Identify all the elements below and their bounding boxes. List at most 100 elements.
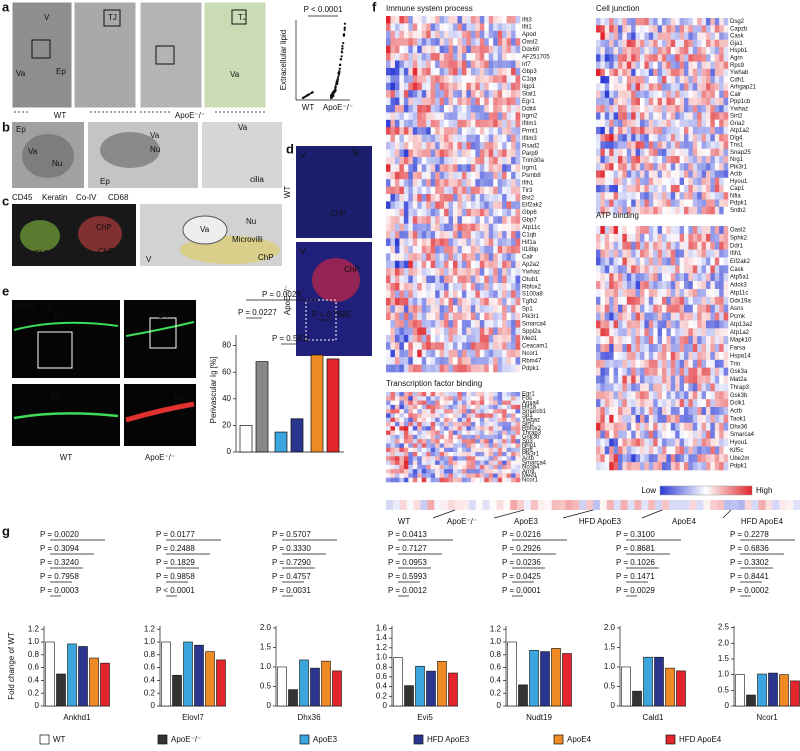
heatmap-cell — [417, 245, 423, 254]
heatmap-cell — [648, 83, 654, 91]
heatmap-cell — [435, 456, 440, 461]
heatmap-cell — [421, 404, 427, 410]
heatmap-cell — [710, 454, 716, 463]
heatmap-cell — [723, 462, 729, 471]
heatmap-cell — [408, 119, 414, 128]
heatmap-cell — [596, 148, 601, 157]
heatmap-cell — [448, 142, 454, 150]
gene-label: Ddx19a — [730, 298, 751, 304]
heatmap-cell — [444, 171, 449, 180]
heatmap-cell — [666, 367, 672, 376]
heatmap-cell — [497, 127, 503, 135]
heatmap-cell — [662, 61, 667, 70]
heatmap-cell — [613, 105, 619, 113]
heatmap-cell — [635, 399, 641, 408]
heatmap-cell — [635, 328, 641, 337]
heatmap-cell — [412, 413, 418, 419]
heatmap-cell — [426, 364, 431, 373]
heatmap-cell — [604, 446, 610, 455]
heatmap-cell — [506, 67, 512, 76]
heatmap-cell — [502, 216, 507, 224]
heatmap-cell — [701, 367, 707, 376]
heatmap-cell — [408, 105, 414, 113]
heatmap-cell — [609, 320, 614, 329]
heatmap-cell — [662, 257, 667, 266]
heatmap-cell — [640, 328, 645, 337]
gene-label: Pcmk — [730, 314, 746, 320]
heatmap-cell — [618, 288, 623, 298]
heatmap-cell — [390, 364, 396, 373]
heatmap-cell — [622, 76, 628, 84]
image-label: V — [146, 255, 152, 264]
dot — [343, 28, 346, 32]
heatmap-cell — [435, 216, 440, 224]
heatmap-cell — [493, 364, 498, 373]
heatmap-cell — [430, 327, 436, 336]
heatmap-cell — [399, 443, 405, 449]
heatmap-cell — [640, 18, 645, 26]
heatmap-cell — [511, 473, 516, 479]
heatmap-cell — [408, 400, 414, 406]
heatmap-cell — [692, 47, 698, 55]
heatmap-cell — [386, 38, 391, 46]
heatmap-cell — [403, 404, 409, 410]
heatmap-cell — [502, 231, 507, 239]
heatmap-cell — [653, 192, 658, 200]
heatmap-cell — [502, 208, 507, 217]
heatmap-cell — [622, 438, 628, 447]
heatmap-cell — [640, 312, 645, 321]
heatmap-cell — [697, 351, 702, 361]
heatmap-cell — [511, 334, 516, 343]
heatmap-cell — [390, 464, 396, 470]
heatmap-cell — [635, 414, 641, 424]
heatmap-cell — [453, 105, 458, 113]
heatmap-cell — [475, 460, 481, 466]
heatmap-cell — [390, 75, 396, 84]
annotation: P = 0.0029 — [262, 290, 301, 299]
heatmap-cell — [493, 119, 498, 128]
heatmap-cell — [497, 60, 503, 69]
heatmap-cell — [662, 170, 667, 179]
group-strip-cell — [586, 500, 594, 510]
heatmap-cell — [412, 297, 418, 306]
heatmap-cell — [609, 90, 614, 99]
heatmap-cell — [412, 245, 418, 254]
heatmap-cell — [421, 194, 427, 202]
heatmap-cell — [497, 23, 503, 32]
heatmap-cell — [706, 206, 711, 215]
heatmap-cell — [679, 134, 685, 142]
heatmap-cell — [426, 426, 431, 431]
heatmap-cell — [430, 23, 436, 32]
heatmap-cell — [457, 283, 463, 291]
heatmap-cell — [684, 170, 689, 179]
bar — [321, 660, 331, 707]
group-strip-cell — [434, 500, 442, 510]
heatmap-cell — [631, 328, 636, 337]
heatmap-cell — [497, 364, 503, 373]
heatmap-title: ATP binding — [596, 211, 639, 220]
heatmap-cell — [596, 430, 601, 439]
heatmap-cell — [453, 422, 458, 427]
heatmap-cell — [457, 16, 463, 24]
heatmap-cell — [635, 430, 641, 439]
heatmap-cell — [706, 336, 711, 345]
annotation: P = 0.3302 — [730, 558, 769, 567]
heatmap-cell — [448, 179, 454, 187]
heatmap-cell — [714, 68, 720, 77]
heatmap-cell — [657, 32, 663, 41]
heatmap-cell — [457, 119, 463, 128]
bar — [768, 672, 778, 707]
heatmap-cell — [622, 351, 628, 361]
heatmap-cell — [604, 344, 610, 353]
heatmap-cell — [622, 141, 628, 149]
heatmap-cell — [631, 312, 636, 321]
group-label: ApoE4 — [672, 517, 697, 526]
heatmap-cell — [394, 443, 400, 449]
heatmap-cell — [488, 164, 494, 173]
heatmap-cell — [426, 439, 431, 444]
heatmap-cell — [618, 90, 623, 99]
heatmap-cell — [461, 469, 467, 474]
heatmap-cell — [484, 477, 490, 483]
heatmap-cell — [697, 76, 702, 84]
heatmap-cell — [635, 199, 641, 208]
